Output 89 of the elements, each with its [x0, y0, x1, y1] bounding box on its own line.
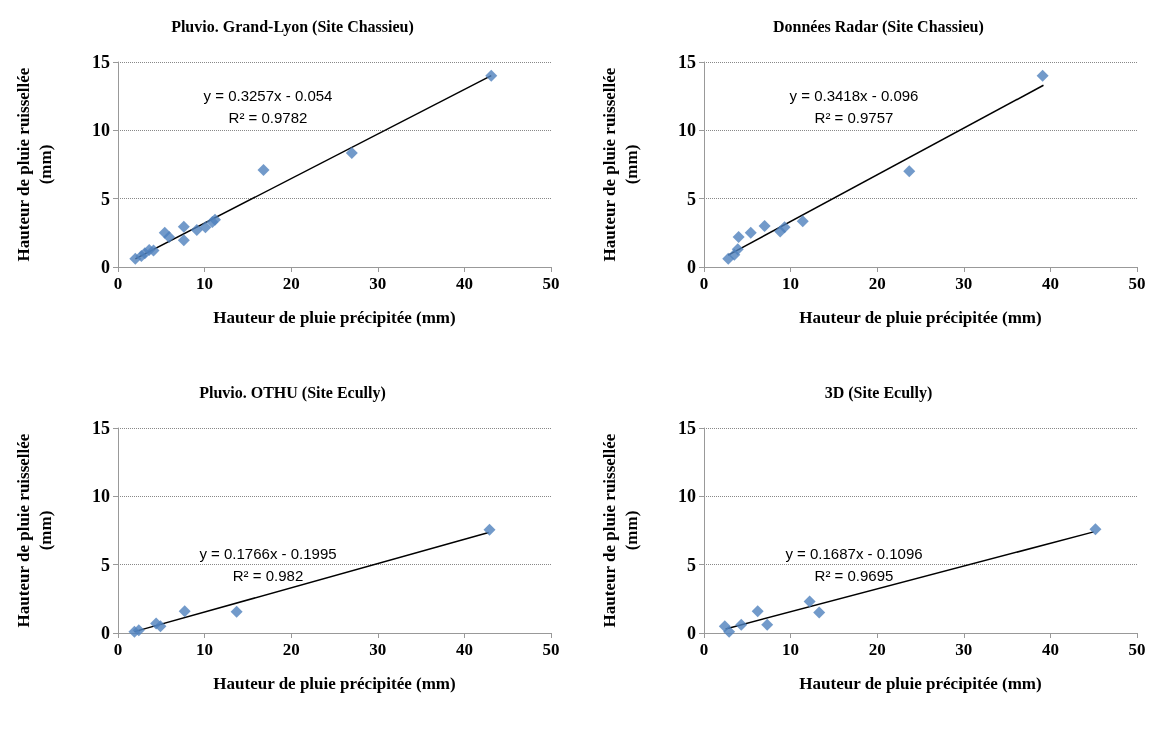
point [132, 624, 145, 637]
x-tick-label: 20 [282, 640, 300, 659]
chart-title: 3D (Site Ecully) [824, 383, 933, 402]
y-axis-title: Hauteur de pluie ruissellée (mm) [599, 67, 641, 262]
y-tick-label: 0 [101, 623, 110, 643]
y-axis-title: Hauteur de pluie ruissellée (mm) [13, 433, 55, 628]
x-tick-label: 30 [955, 640, 973, 659]
point [731, 243, 744, 256]
chart-title: Pluvio. Grand-Lyon (Site Chassieu) [171, 17, 414, 36]
x-tick-label: 50 [1128, 274, 1146, 293]
point [230, 605, 243, 618]
x-tick-label: 20 [868, 274, 886, 293]
x-tick-label: 40 [455, 274, 473, 293]
x-tick-label: 30 [369, 640, 387, 659]
point [751, 605, 764, 618]
y-tick-label: 5 [101, 554, 110, 575]
point [178, 605, 191, 618]
chart-title: Données Radar (Site Chassieu) [772, 17, 984, 36]
point [177, 220, 190, 233]
x-axis-title: Hauteur de pluie précipitée (mm) [213, 308, 456, 327]
x-tick-label: 0 [699, 274, 709, 293]
annotation: y = 0.3257x - 0.054 [203, 87, 333, 104]
x-tick-label: 40 [1041, 640, 1059, 659]
y-axis-title: Hauteur de pluie ruissellée (mm) [13, 67, 55, 262]
point [735, 618, 748, 631]
y-axis-title: Hauteur de pluie ruissellée (mm) [599, 433, 641, 628]
y-tick-label: 0 [687, 623, 696, 643]
x-tick-label: 30 [955, 274, 973, 293]
x-tick-label: 40 [455, 640, 473, 659]
point [257, 163, 270, 176]
x-axis-title: Hauteur de pluie précipitée (mm) [799, 308, 1042, 327]
point [796, 215, 809, 228]
y-tick-label: 5 [101, 188, 110, 209]
chart-title: Pluvio. OTHU (Site Ecully) [199, 383, 386, 402]
y-tick-label: 15 [92, 418, 110, 438]
point [154, 620, 167, 633]
point [485, 69, 498, 82]
point [732, 230, 745, 243]
x-tick-label: 0 [113, 640, 123, 659]
y-tick-label: 0 [687, 257, 696, 277]
y-tick-label: 15 [678, 52, 696, 72]
y-tick-label: 10 [92, 486, 110, 507]
x-tick-label: 0 [113, 274, 123, 293]
annotation: y = 0.3418x - 0.096 [789, 87, 919, 104]
point [778, 221, 791, 234]
x-axis-title: Hauteur de pluie précipitée (mm) [799, 674, 1042, 693]
annotation: R² = 0.9695 [814, 567, 894, 584]
point [903, 165, 916, 178]
y-tick-label: 10 [92, 120, 110, 141]
x-tick-label: 50 [542, 640, 560, 659]
y-tick-label: 10 [678, 486, 696, 507]
point [744, 226, 757, 239]
point [483, 523, 496, 536]
annotation: R² = 0.9782 [228, 109, 308, 126]
point [758, 220, 771, 232]
point [803, 595, 816, 608]
y-tick-label: 10 [678, 120, 696, 141]
annotation: R² = 0.9757 [814, 109, 894, 126]
x-tick-label: 10 [782, 274, 800, 293]
x-tick-label: 50 [1128, 640, 1146, 659]
x-tick-label: 20 [282, 274, 300, 293]
x-axis-title: Hauteur de pluie précipitée (mm) [213, 674, 456, 693]
x-tick-label: 50 [542, 274, 560, 293]
annotation: R² = 0.982 [232, 567, 304, 584]
x-tick-label: 30 [369, 274, 387, 293]
y-tick-label: 5 [687, 188, 696, 209]
x-tick-label: 10 [196, 640, 214, 659]
x-tick-label: 0 [699, 640, 709, 659]
y-tick-label: 15 [92, 52, 110, 72]
point [761, 618, 774, 631]
annotation: y = 0.1766x - 0.1995 [199, 545, 337, 562]
point [723, 625, 736, 638]
point [147, 244, 160, 257]
point [199, 221, 212, 234]
x-tick-label: 20 [868, 640, 886, 659]
point [345, 146, 358, 159]
point [177, 234, 190, 247]
point [813, 606, 826, 619]
point [163, 230, 176, 243]
point [190, 224, 203, 237]
x-tick-label: 40 [1041, 274, 1059, 293]
point [1036, 69, 1049, 82]
annotation: y = 0.1687x - 0.1096 [785, 545, 923, 562]
x-tick-label: 10 [782, 640, 800, 659]
y-tick-label: 15 [678, 418, 696, 438]
point [1089, 523, 1102, 536]
x-tick-label: 10 [196, 274, 214, 293]
y-tick-label: 5 [687, 554, 696, 575]
y-tick-label: 0 [101, 257, 110, 277]
